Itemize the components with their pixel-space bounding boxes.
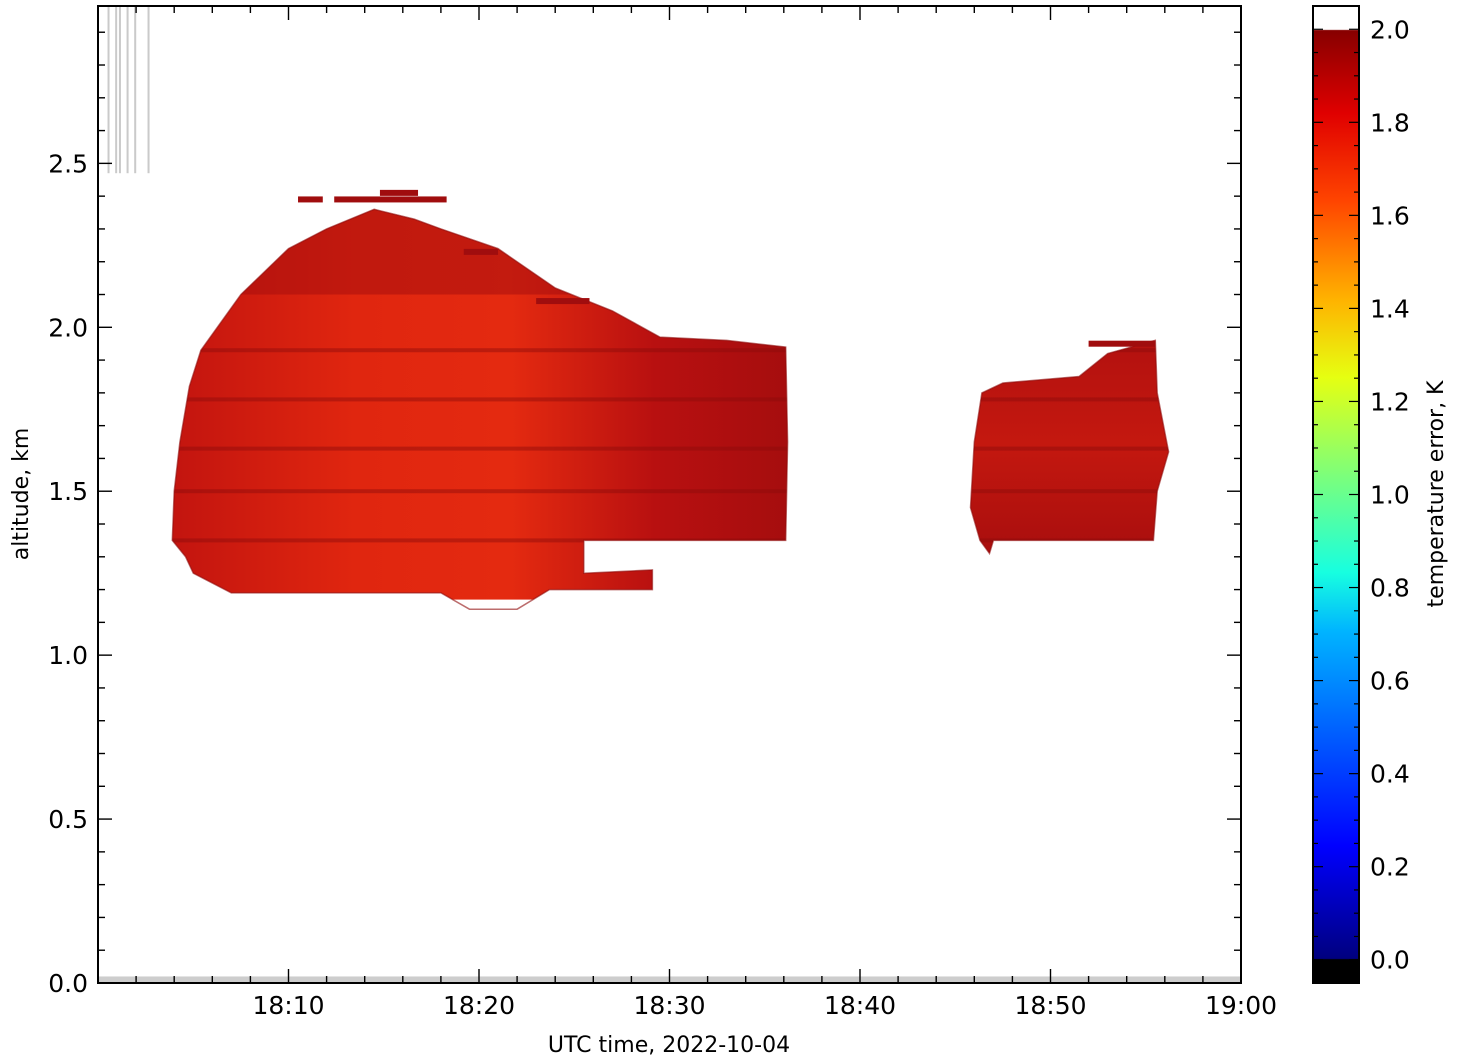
y-tick-label: 1.5 [48,477,88,506]
x-tick-label: 18:50 [1014,991,1086,1020]
cloud-fragment [536,298,590,305]
cloud-1-band-line [172,348,788,353]
colorbar-tick-label: 0.0 [1370,946,1410,975]
cloud-2-outline [969,339,1170,556]
cloud-2-band-line [970,397,1169,402]
cloud-fragment [298,196,323,203]
colorbar-tick-label: 1.8 [1370,108,1410,137]
x-tick-label: 18:30 [633,991,705,1020]
y-axis: 0.0 0.5 1.0 1.5 2.0 2.5 [48,31,1241,998]
colorbar-ticks: 0.0 0.2 0.4 0.6 0.8 1.0 1.2 1.4 1.6 1.8 2.0 [1313,15,1410,975]
colorbar-tick-label: 1.0 [1370,481,1410,510]
colorbar: 0.0 0.2 0.4 0.6 0.8 1.0 1.2 1.4 1.6 1.8 2.0 temper… [1312,5,1449,984]
colorbar-title: temperature error, K [1424,380,1449,608]
colorbar-tick-label: 1.2 [1370,387,1410,416]
cloud-2-band-line [970,446,1169,451]
noise-streak [126,6,129,174]
x-tick-label: 18:40 [824,991,896,1020]
x-axis: 18:10 18:20 18:30 18:40 18:50 19:00 [97,6,1277,1020]
y-tick-label: 1.0 [48,641,88,670]
colorbar-tick-label: 1.4 [1370,294,1410,323]
cloud-1-band-line [172,397,788,402]
x-tick-label: 18:20 [443,991,515,1020]
x-tick-label: 18:10 [252,991,324,1020]
noise-streak [115,6,118,174]
x-axis-title: UTC time, 2022-10-04 [548,1033,790,1058]
x-tick-label: 19:00 [1205,991,1277,1020]
cloud-1-band-line [172,538,788,543]
cloud-1-band-line [172,446,788,451]
cloud-fragment [463,248,499,255]
noise-streak [147,6,150,174]
colorbar-tick-label: 1.6 [1370,201,1410,230]
y-tick-label: 0.5 [48,805,88,834]
cloud-1-band-line [172,489,788,494]
colorbar-tick-label: 2.0 [1370,15,1410,44]
noise-streak [107,6,110,174]
colorbar-tick-label: 0.6 [1370,667,1410,696]
cloud-fragment [1088,340,1156,347]
colorbar-tick-label: 0.8 [1370,574,1410,603]
cloud-1-outline [171,208,789,610]
colorbar-tick-label: 0.4 [1370,760,1410,789]
noise-streak [118,6,121,174]
y-tick-label: 0.0 [48,969,88,998]
plot-area: 18:10 18:20 18:30 18:40 18:50 19:00 0.0 0.5 1.0… [48,5,1277,1020]
y-tick-label: 2.0 [48,313,88,342]
colorbar-tick-label: 0.2 [1370,853,1410,882]
cloud-fragment [379,189,419,196]
y-axis-title: altitude, km [9,428,34,561]
cloud-fragment [334,196,447,203]
noise-streak [134,6,137,174]
cloud-2-band-line [970,489,1169,494]
y-tick-label: 2.5 [48,149,88,178]
